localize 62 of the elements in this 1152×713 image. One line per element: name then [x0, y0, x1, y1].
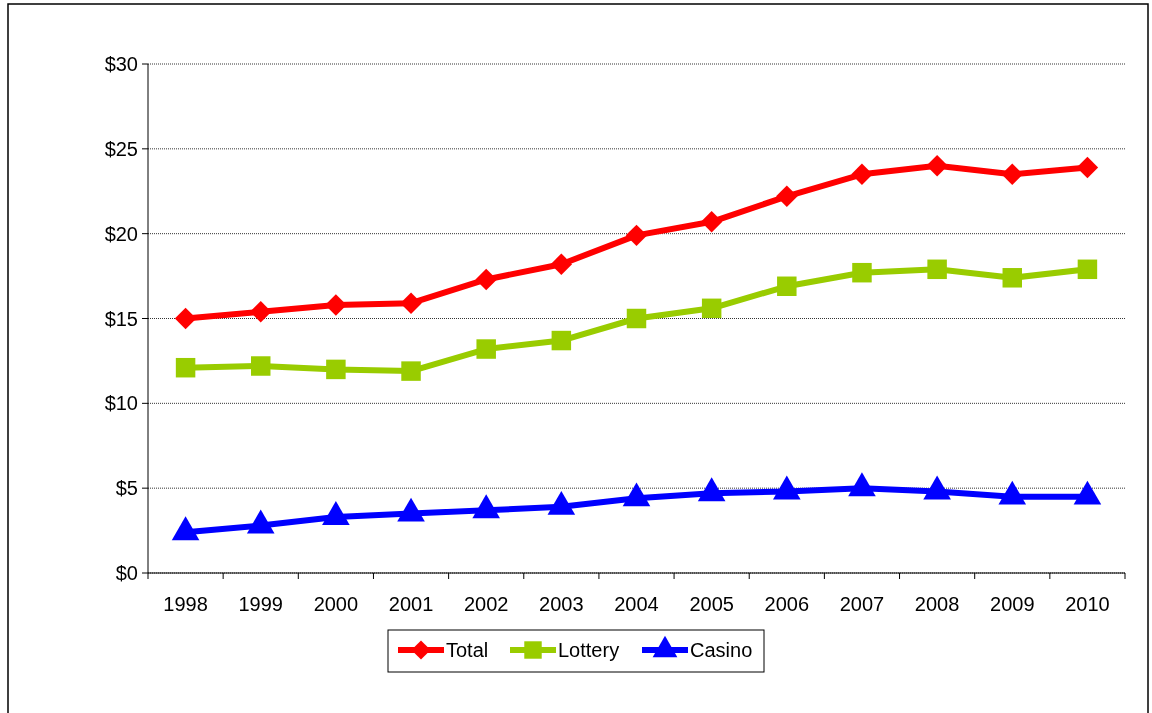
point — [400, 292, 422, 314]
point — [250, 356, 271, 376]
point — [1002, 268, 1023, 288]
point — [848, 472, 876, 497]
x-tick-label: 2002 — [463, 593, 509, 615]
point — [472, 494, 500, 519]
x-tick-label: 2000 — [313, 593, 359, 615]
legend-label: Lottery — [558, 639, 620, 661]
point — [322, 501, 350, 525]
point — [550, 253, 573, 275]
y-tick-label: $0 — [115, 562, 138, 584]
x-tick-label: 2005 — [689, 593, 734, 615]
y-tick-label: $5 — [115, 477, 138, 500]
x-tick-label: 1999 — [238, 593, 283, 615]
x-tick-label: 2009 — [990, 593, 1035, 615]
point — [175, 357, 196, 378]
point — [325, 294, 347, 316]
point — [926, 155, 948, 177]
point — [776, 185, 798, 208]
point — [246, 509, 275, 534]
x-tick-label: 2004 — [614, 593, 659, 615]
point — [476, 339, 496, 359]
point — [773, 475, 801, 500]
point — [697, 477, 726, 502]
point — [1076, 156, 1099, 179]
legend-label: Casino — [690, 639, 753, 661]
y-tick-label: $30 — [104, 53, 138, 75]
x-tick-label: 2010 — [1065, 593, 1110, 615]
y-tick-label: $20 — [104, 222, 138, 245]
x-tick-label: 2003 — [539, 593, 584, 615]
point — [397, 497, 425, 522]
point — [852, 262, 872, 283]
point — [1001, 163, 1023, 186]
point — [701, 298, 722, 319]
point — [475, 268, 497, 291]
y-tick-label: $15 — [104, 307, 138, 330]
x-tick-label: 2008 — [914, 593, 960, 615]
point — [1073, 480, 1102, 505]
point — [626, 308, 647, 329]
point — [998, 480, 1027, 505]
x-tick-label: 2007 — [839, 593, 885, 615]
x-tick-label: 2001 — [388, 593, 434, 615]
point — [625, 224, 648, 247]
x-tick-label: 1998 — [163, 593, 208, 615]
y-tick-label: $10 — [104, 392, 138, 415]
point — [622, 482, 651, 507]
legend-label: Total — [446, 639, 489, 661]
point — [1077, 259, 1098, 280]
x-tick-label: 2006 — [764, 593, 810, 615]
point — [547, 490, 576, 515]
point — [326, 359, 346, 380]
point — [927, 259, 947, 280]
point — [923, 475, 951, 500]
point — [777, 276, 797, 297]
point — [851, 163, 873, 186]
point — [171, 516, 200, 541]
point — [250, 300, 272, 323]
point — [700, 211, 723, 233]
point — [174, 307, 197, 330]
y-tick-label: $25 — [104, 137, 138, 160]
point — [551, 330, 572, 351]
point — [401, 361, 421, 381]
